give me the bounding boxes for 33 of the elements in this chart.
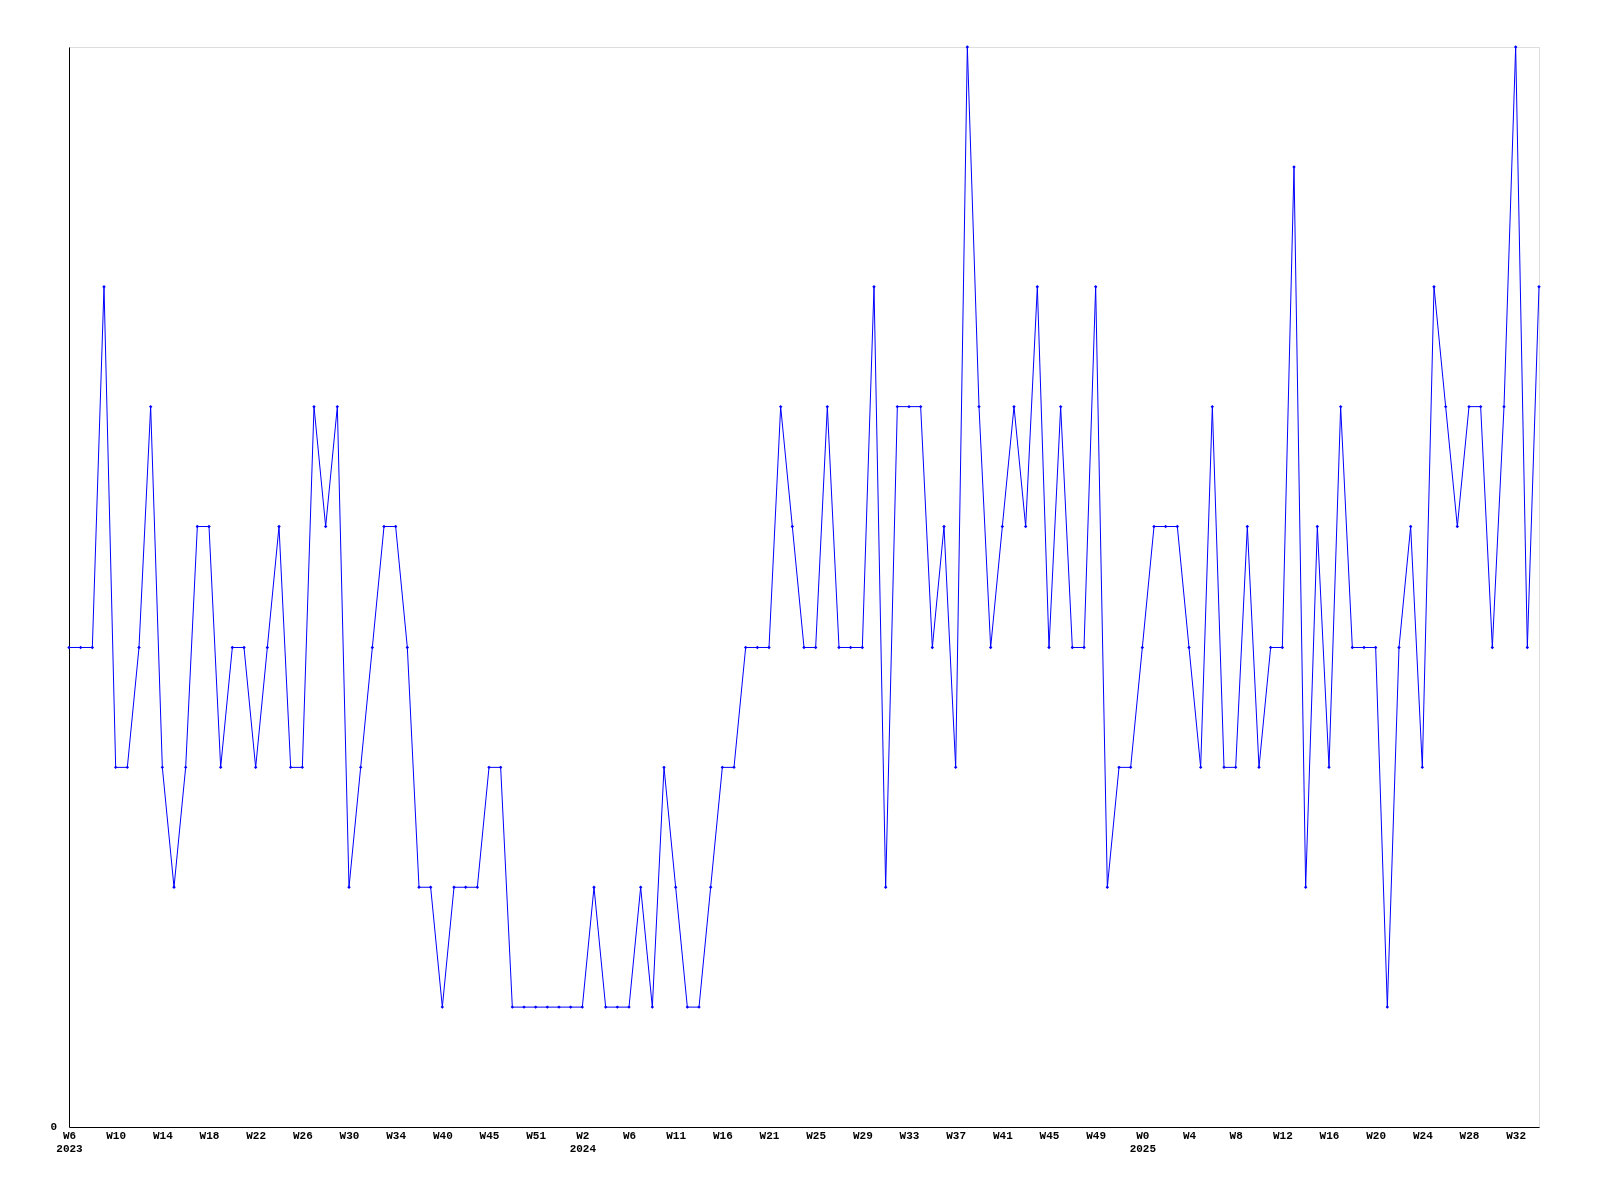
x-tick-label: W51 <box>526 1129 547 1142</box>
x-tick-label: W21 <box>759 1129 780 1142</box>
x-tick-label: W16 <box>1319 1129 1340 1142</box>
x-tick-label: W45 <box>479 1129 500 1142</box>
x-tick-label: W24 <box>1412 1129 1434 1142</box>
x-tick-label: W28 <box>1459 1129 1480 1142</box>
x-tick-label: W0 2025 <box>1129 1129 1157 1155</box>
x-tick-label: W22 <box>246 1129 267 1142</box>
x-tick-label: W10 <box>106 1129 127 1142</box>
x-tick-label: W2 2024 <box>569 1129 597 1155</box>
x-tick-label: W6 2023 <box>56 1129 84 1155</box>
x-tick-label: W49 <box>1086 1129 1107 1142</box>
x-tick-label: W4 <box>1182 1129 1197 1142</box>
text: 0 <box>50 1121 57 1133</box>
x-tick-label: W18 <box>199 1129 220 1142</box>
x-tick-label: W34 <box>386 1129 407 1142</box>
x-tick-label: W29 <box>852 1129 873 1142</box>
x-tick-label: W40 <box>432 1129 453 1142</box>
x-tick-label: W8 <box>1229 1129 1244 1142</box>
x-tick-label: W41 <box>992 1129 1014 1142</box>
x-tick-label: W33 <box>899 1129 920 1142</box>
x-tick-label: W12 <box>1272 1129 1293 1142</box>
x-tick-label: W25 <box>806 1129 827 1142</box>
x-tick-label: W11 <box>666 1129 687 1142</box>
x-tick-label: W37 <box>946 1129 967 1142</box>
x-tick-label: W6 <box>622 1129 637 1142</box>
x-tick-label: W45 <box>1039 1129 1060 1142</box>
x-tick-label: W26 <box>292 1129 313 1142</box>
x-tick-label: W16 <box>712 1129 733 1142</box>
x-tick-label: W20 <box>1366 1129 1387 1142</box>
x-tick-label: W30 <box>339 1129 360 1142</box>
x-tick-label: W32 <box>1506 1129 1527 1142</box>
x-tick-label: W14 <box>152 1129 174 1142</box>
